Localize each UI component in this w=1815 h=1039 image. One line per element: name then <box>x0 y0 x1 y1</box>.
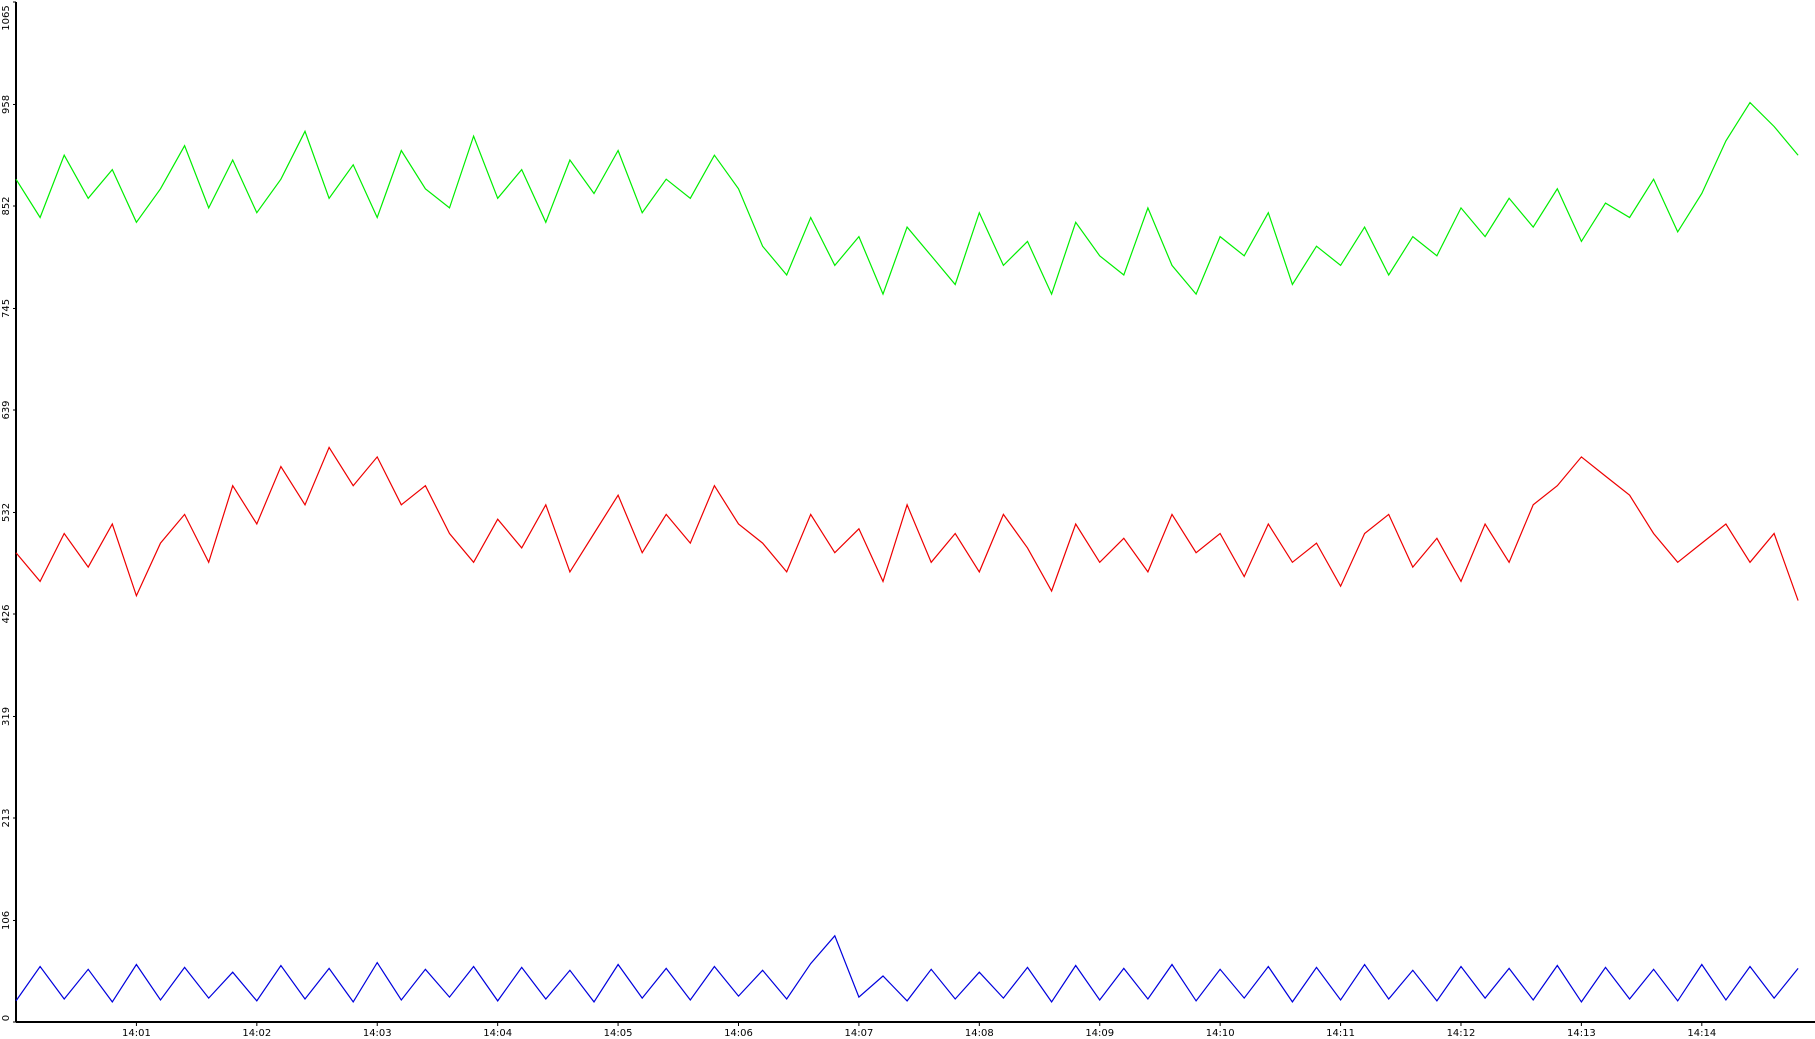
y-tick-label: 106 <box>1 911 12 930</box>
y-tick-label: 639 <box>1 400 12 419</box>
x-tick-label: 14:14 <box>1687 1028 1716 1039</box>
y-tick-label: 745 <box>1 299 12 318</box>
x-tick-label: 14:02 <box>242 1028 271 1039</box>
x-tick-label: 14:06 <box>724 1028 753 1039</box>
y-tick-label: 1065 <box>1 5 12 30</box>
series-line <box>15 934 1799 1003</box>
x-tick-label: 14:05 <box>604 1028 633 1039</box>
x-tick-label: 14:04 <box>483 1028 512 1039</box>
y-tick-label: 426 <box>1 604 12 623</box>
x-tick-label: 14:11 <box>1326 1028 1355 1039</box>
x-tick-label: 14:12 <box>1447 1028 1476 1039</box>
x-tick-label: 14:09 <box>1085 1028 1114 1039</box>
x-tick-label: 14:07 <box>844 1028 873 1039</box>
y-tick-label: 532 <box>1 503 12 522</box>
y-tick-label: 319 <box>1 707 12 726</box>
y-tick-label: 958 <box>1 95 12 114</box>
y-tick-label: 213 <box>1 808 12 827</box>
x-tick-label: 14:10 <box>1206 1028 1235 1039</box>
y-tick-label: 852 <box>1 196 12 215</box>
series-line <box>15 101 1799 296</box>
x-tick-label: 14:08 <box>965 1028 994 1039</box>
x-tick-label: 14:03 <box>363 1028 392 1039</box>
x-tick-label: 14:13 <box>1567 1028 1596 1039</box>
y-tick-label: 0 <box>1 1015 12 1021</box>
x-tick-label: 14:01 <box>122 1028 151 1039</box>
series-line <box>15 446 1799 601</box>
